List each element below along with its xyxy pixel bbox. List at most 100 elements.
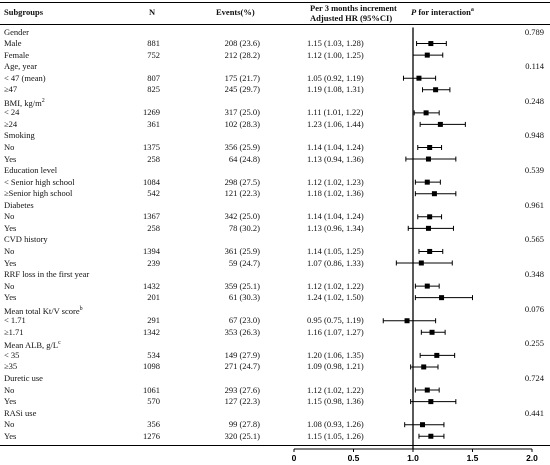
hr-ci-text: 1.14 (1.04, 1.24) <box>307 210 405 223</box>
row-label: Education level <box>4 164 57 177</box>
hr-ci-text: 1.07 (0.86, 1.33) <box>307 257 405 270</box>
p-interaction-value: 0.789 <box>508 26 544 39</box>
row-label: Mean ALB, g/Lc <box>4 337 61 352</box>
row-label: < Senior high school <box>4 176 75 189</box>
subgroup-row: No 1367 342 (25.0) 1.14 (1.04, 1.24) <box>0 210 550 223</box>
events-value: 67 (23.0) <box>208 314 260 327</box>
hr-ci-text-text: 0.95 (0.75, 1.19) <box>307 315 364 326</box>
hr-ci-text-text: 1.14 (1.05, 1.25) <box>307 245 364 256</box>
header-events: Events(%) <box>216 7 255 17</box>
row-label-text: Yes <box>4 396 17 407</box>
row-label: ≥47 <box>4 83 17 96</box>
events-value: 293 (27.6) <box>208 384 260 397</box>
row-label-text: < 35 <box>4 349 20 360</box>
subgroup-row: < 47 (mean) 807 175 (21.7) 1.05 (0.92, 1.19… <box>0 72 550 85</box>
group-row: Diabetes 0.961 <box>0 199 550 212</box>
subgroup-row: < 24 1269 317 (25.0) 1.11 (1.01, 1.22) <box>0 106 550 119</box>
n-value-text: 1432 <box>143 280 160 291</box>
hr-ci-text-text: 1.14 (1.04, 1.24) <box>307 211 364 222</box>
p-interaction-value: 0.948 <box>508 129 544 142</box>
hr-ci-text: 1.12 (1.02, 1.22) <box>307 384 405 397</box>
n-value-text: 1276 <box>143 430 160 441</box>
subgroup-row: < 1.71 291 67 (23.0) 0.95 (0.75, 1.19) <box>0 314 550 327</box>
p-interaction-value-text: 0.565 <box>524 234 544 245</box>
events-value-text: 208 (23.6) <box>224 38 260 49</box>
hr-ci-text-text: 1.16 (1.07, 1.27) <box>307 326 364 337</box>
n-value: 534 <box>130 349 160 362</box>
subgroup-row: ≥47 825 245 (29.7) 1.19 (1.08, 1.31) <box>0 83 550 96</box>
n-value: 1432 <box>130 280 160 293</box>
hr-ci-text-text: 1.19 (1.08, 1.31) <box>307 84 364 95</box>
row-label: Yes <box>4 222 16 235</box>
row-label-sup: c <box>58 340 61 347</box>
events-value-text: 99 (27.8) <box>228 419 260 430</box>
row-label: CVD history <box>4 233 48 246</box>
events-value: 317 (25.0) <box>208 106 260 119</box>
row-label: Yes <box>4 395 16 408</box>
subgroup-row: ≥1.71 1342 353 (26.3) 1.16 (1.07, 1.27) <box>0 326 550 339</box>
events-value-text: 361 (25.9) <box>224 245 260 256</box>
n-value-text: 1375 <box>143 142 160 152</box>
p-interaction-value-text: 0.948 <box>524 130 544 141</box>
hr-point <box>420 422 426 428</box>
hr-ci-text-text: 1.20 (1.06, 1.35) <box>307 349 364 360</box>
row-label: Yes <box>4 257 16 270</box>
p-interaction-value: 0.565 <box>508 233 544 246</box>
n-value: 361 <box>130 118 160 131</box>
events-value: 356 (25.9) <box>208 141 260 154</box>
row-label: < 24 <box>4 106 19 119</box>
row-label: Gender <box>4 26 29 39</box>
row-label-text: ≥1.71 <box>4 326 24 337</box>
row-label-text: No <box>4 384 15 395</box>
row-label: Yes <box>4 291 16 304</box>
n-value-text: 356 <box>147 419 160 430</box>
row-label: ≥Senior high school <box>4 187 72 200</box>
events-value-text: 175 (21.7) <box>224 72 260 83</box>
hr-point <box>404 318 410 324</box>
events-value: 208 (23.6) <box>208 37 260 50</box>
row-label: No <box>4 210 14 223</box>
group-row: Duretic use 0.724 <box>0 372 550 385</box>
hr-point <box>428 399 434 405</box>
events-value-text: 293 (27.6) <box>224 384 260 395</box>
hr-ci-text-text: 1.13 (0.94, 1.36) <box>307 153 364 164</box>
subgroup-row: Yes 201 61 (30.3) 1.24 (1.02, 1.50) <box>0 291 550 304</box>
p-interaction-value-text: 0.248 <box>524 95 544 106</box>
hr-ci-text: 1.15 (1.05, 1.26) <box>307 430 405 443</box>
hr-point <box>421 364 427 370</box>
p-interaction-value-text: 0.539 <box>524 165 544 176</box>
header-hr-line1: Per 3 months increment <box>310 3 397 13</box>
row-label-text: Yes <box>4 292 17 303</box>
hr-ci-text: 1.05 (0.92, 1.19) <box>307 72 405 85</box>
events-value-text: 61 (30.3) <box>228 292 260 303</box>
p-interaction-value: 0.724 <box>508 372 544 385</box>
subgroup-row: Yes 1276 320 (25.1) 1.15 (1.05, 1.26) <box>0 430 550 443</box>
hr-ci-text: 1.15 (0.98, 1.36) <box>307 395 405 408</box>
row-label-text: Age, year <box>4 61 38 72</box>
header-p-text: for interaction <box>416 7 471 17</box>
events-value: 61 (30.3) <box>208 291 260 304</box>
subgroup-row: No 356 99 (27.8) 1.08 (0.93, 1.26) <box>0 418 550 431</box>
x-tick-label: 0 <box>292 453 297 463</box>
row-label-text: CVD history <box>4 234 48 245</box>
subgroup-row: Female 752 212 (28.2) 1.12 (1.00, 1.25) <box>0 49 550 62</box>
n-value-text: 1061 <box>143 384 160 395</box>
row-label-text: ≥24 <box>4 118 18 129</box>
row-label: No <box>4 245 14 258</box>
hr-point <box>423 110 429 116</box>
header-p-letter: P <box>411 7 417 17</box>
p-interaction-value: 0.248 <box>508 95 544 108</box>
hr-ci-text-text: 1.24 (1.02, 1.50) <box>307 292 364 303</box>
header-p-sup: a <box>470 7 474 14</box>
row-label-text: No <box>4 245 15 256</box>
hr-point <box>424 179 430 185</box>
row-label-text: < Senior high school <box>4 176 75 187</box>
bottom-rule <box>0 445 550 446</box>
hr-ci-text: 0.95 (0.75, 1.19) <box>307 314 405 327</box>
row-label-text: No <box>4 142 15 152</box>
p-interaction-value: 0.076 <box>508 303 544 316</box>
p-interaction-value-text: 0.789 <box>524 26 544 37</box>
subgroup-row: Yes 570 127 (22.3) 1.15 (0.98, 1.36) <box>0 395 550 408</box>
n-value-text: 258 <box>147 153 160 164</box>
n-value-text: 201 <box>147 292 160 303</box>
